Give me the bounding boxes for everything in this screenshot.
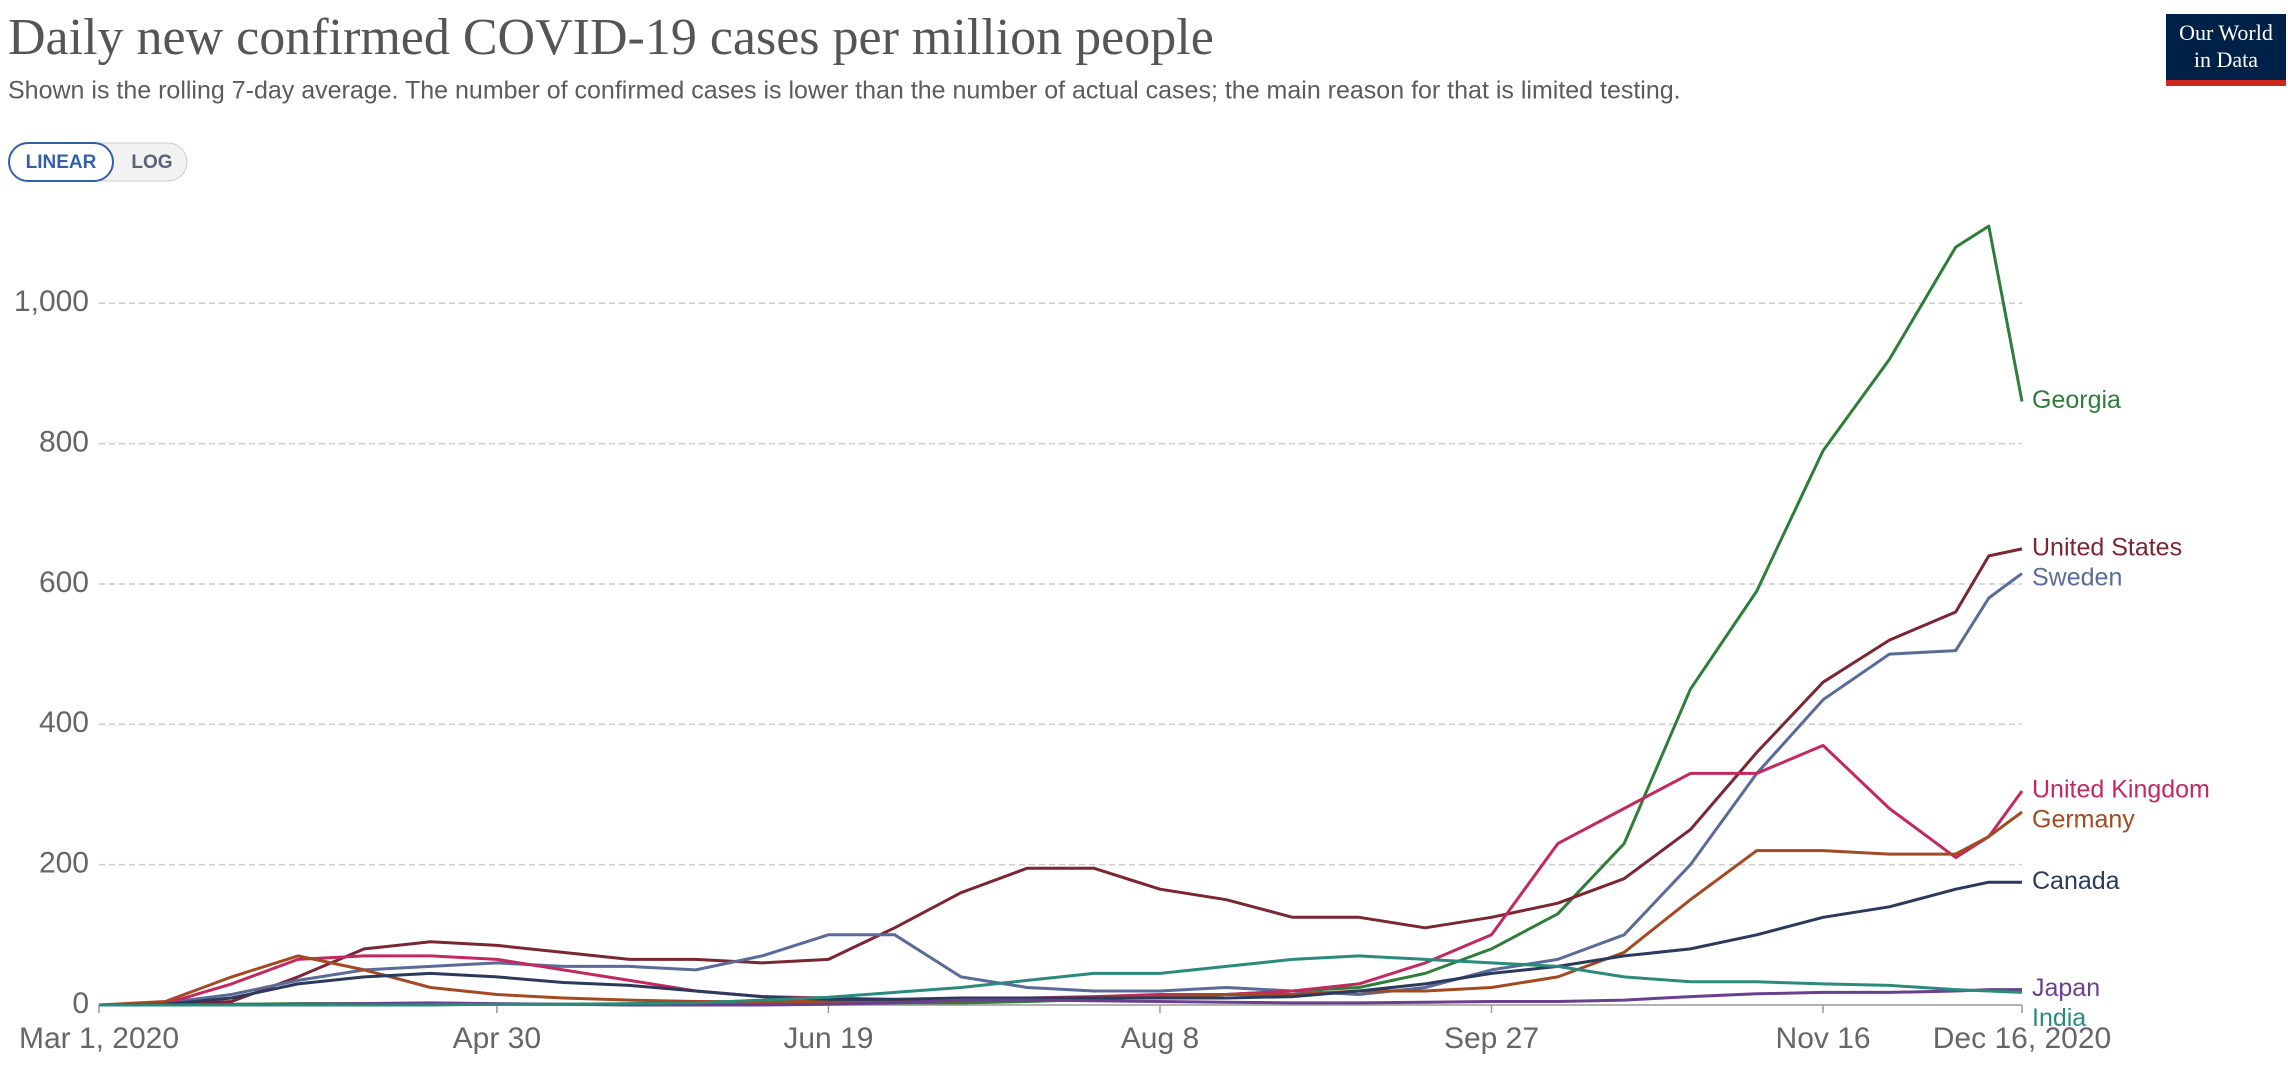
- x-tick-label: Dec 16, 2020: [1933, 1022, 2111, 1055]
- chart-subtitle: Shown is the rolling 7-day average. The …: [8, 77, 1681, 105]
- logo: Our World in Data: [2166, 14, 2286, 86]
- log-button-label[interactable]: LOG: [131, 152, 172, 173]
- series-label: Sweden: [2032, 563, 2122, 591]
- series-line: [99, 988, 2022, 1007]
- y-tick-label: 0: [72, 987, 89, 1020]
- series-label: United States: [2032, 533, 2182, 561]
- y-tick-label: 1,000: [14, 285, 89, 318]
- series-line: [99, 224, 2024, 1007]
- x-tick-label: Aug 8: [1121, 1022, 1199, 1055]
- x-tick-label: Nov 16: [1776, 1022, 1871, 1055]
- series-label: Germany: [2032, 806, 2135, 834]
- series-label: United Kingdom: [2032, 776, 2210, 804]
- y-tick-label: 600: [39, 566, 89, 599]
- logo-box: [2166, 14, 2286, 86]
- y-tick-label: 200: [39, 847, 89, 880]
- series-line: [99, 954, 2023, 1007]
- x-tick-label: Sep 27: [1444, 1022, 1539, 1055]
- linear-button[interactable]: [8, 142, 114, 182]
- series-line: [99, 547, 2023, 1007]
- series-label: Japan: [2032, 974, 2100, 1002]
- y-tick-label: 800: [39, 426, 89, 459]
- logo-stripe: [2166, 80, 2286, 86]
- linear-button-label[interactable]: LINEAR: [26, 152, 97, 173]
- series-label: Canada: [2032, 867, 2120, 895]
- series-line: [98, 743, 2024, 1007]
- x-tick-label: Apr 30: [453, 1022, 541, 1055]
- series-label: Georgia: [2032, 386, 2121, 414]
- scale-toggle: LINEAR LOG: [8, 142, 188, 182]
- logo-text: Our World: [2179, 20, 2273, 45]
- x-tick-label: Jun 19: [783, 1022, 873, 1055]
- series-label: India: [2032, 1004, 2086, 1032]
- x-tick-label: Mar 1, 2020: [19, 1022, 179, 1055]
- logo-text: in Data: [2194, 47, 2258, 72]
- chart-title: Daily new confirmed COVID-19 cases per m…: [8, 9, 1214, 66]
- series-line: [98, 880, 2022, 1007]
- y-tick-label: 400: [39, 706, 89, 739]
